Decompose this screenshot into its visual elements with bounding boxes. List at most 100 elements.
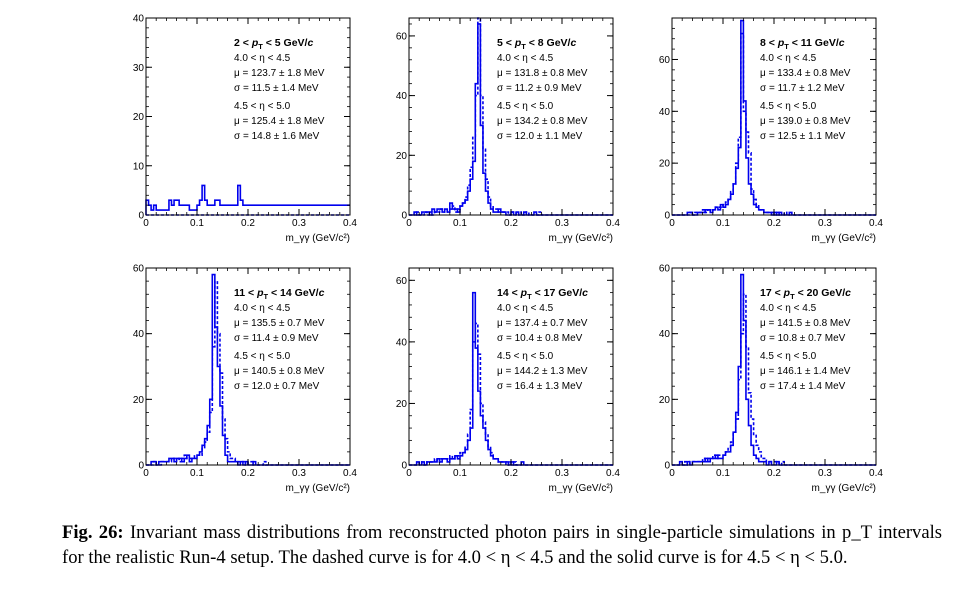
legend-line: μ = 133.4 ± 0.8 MeV	[760, 68, 851, 79]
legend-line: μ = 137.4 ± 0.7 MeV	[497, 318, 588, 329]
series-dashed-histogram	[409, 322, 613, 466]
legend-line: μ = 139.0 ± 0.8 MeV	[760, 116, 851, 127]
x-tick-label: 0.3	[292, 468, 306, 479]
legend-line: σ = 10.4 ± 0.8 MeV	[497, 333, 583, 344]
legend-line: μ = 146.1 ± 1.4 MeV	[760, 366, 851, 377]
legend-line: σ = 14.8 ± 1.6 MeV	[234, 131, 320, 142]
legend-line: 4.0 < η < 4.5	[234, 303, 291, 314]
x-tick-label: 0.1	[716, 468, 730, 479]
legend-line: σ = 10.8 ± 0.7 MeV	[760, 333, 846, 344]
series-solid-histogram	[145, 184, 350, 215]
legend-line: σ = 11.7 ± 1.2 MeV	[760, 83, 845, 94]
x-tick-label: 0.1	[190, 468, 204, 479]
x-axis-label: m_γγ (GeV/c²)	[549, 233, 613, 244]
caption-text: Invariant mass distributions from recons…	[62, 522, 942, 568]
legend-line: 4.5 < η < 5.0	[497, 351, 554, 362]
y-tick-label: 40	[396, 337, 408, 348]
x-tick-label: 0.3	[818, 218, 832, 229]
x-tick-label: 0	[406, 468, 412, 479]
x-tick-label: 0	[143, 218, 149, 229]
figure-caption: Fig. 26: Invariant mass distributions fr…	[62, 520, 942, 570]
x-axis-label: m_γγ (GeV/c²)	[549, 483, 613, 494]
chart-panel-5: 0 0.1 0.2 0.3 0.4 0 20 40 60 m_γγ (GeV/c²) 14 < pT…	[396, 267, 620, 494]
x-tick-label: 0.2	[504, 468, 518, 479]
y-tick-label: 40	[133, 329, 145, 340]
x-tick-label: 0.2	[241, 218, 255, 229]
legend-line: 4.0 < η < 4.5	[497, 303, 554, 314]
x-tick-label: 0.4	[606, 218, 620, 229]
legend-line: 4.5 < η < 5.0	[234, 101, 291, 112]
y-tick-label: 60	[133, 264, 145, 275]
chart-panel-6: 0 0.1 0.2 0.3 0.4 0 20 40 60 m_γγ (GeV/c²) 17 < pT…	[659, 264, 884, 495]
x-tick-label: 0.2	[241, 468, 255, 479]
x-axis-label: m_γγ (GeV/c²)	[286, 233, 350, 244]
x-tick-label: 0.3	[292, 218, 306, 229]
x-axis-label: m_γγ (GeV/c²)	[812, 483, 876, 494]
y-tick-label: 60	[659, 264, 671, 275]
legend-line: μ = 144.2 ± 1.3 MeV	[497, 366, 588, 377]
legend-line: σ = 11.5 ± 1.4 MeV	[234, 83, 319, 94]
x-tick-label: 0	[143, 468, 149, 479]
chart-panel-3: 0 0.1 0.2 0.3 0.4 0 20 40 60 m_γγ (GeV/c²) 8 < pT …	[659, 17, 883, 244]
y-tick-label: 0	[664, 211, 670, 222]
x-axis-label: m_γγ (GeV/c²)	[286, 483, 350, 494]
legend-line: μ = 141.5 ± 0.8 MeV	[760, 318, 851, 329]
legend-line: μ = 125.4 ± 1.8 MeV	[234, 116, 325, 127]
y-tick-label: 40	[659, 107, 671, 118]
chart-title: 5 < pT < 8 GeV/c	[497, 37, 576, 51]
y-tick-label: 60	[396, 31, 408, 42]
x-tick-label: 0	[669, 468, 675, 479]
y-tick-label: 20	[396, 151, 408, 162]
x-tick-label: 0	[669, 218, 675, 229]
x-tick-label: 0.2	[767, 468, 781, 479]
x-tick-label: 0.1	[453, 468, 467, 479]
y-tick-label: 0	[138, 211, 144, 222]
chart-title: 2 < pT < 5 GeV/c	[234, 37, 313, 51]
y-tick-label: 20	[133, 395, 145, 406]
y-tick-label: 60	[659, 55, 671, 66]
legend-line: 4.0 < η < 4.5	[234, 53, 291, 64]
legend-line: σ = 11.4 ± 0.9 MeV	[234, 333, 319, 344]
y-tick-label: 60	[396, 276, 408, 287]
legend-line: 4.5 < η < 5.0	[760, 101, 817, 112]
x-tick-label: 0.4	[869, 218, 883, 229]
legend-line: 4.0 < η < 4.5	[760, 303, 817, 314]
legend-line: μ = 123.7 ± 1.8 MeV	[234, 68, 325, 79]
y-tick-label: 20	[659, 395, 671, 406]
legend-line: σ = 11.2 ± 0.9 MeV	[497, 83, 582, 94]
y-tick-label: 40	[396, 91, 408, 102]
y-tick-label: 20	[133, 112, 145, 123]
y-tick-label: 20	[396, 399, 408, 410]
legend-line: σ = 12.5 ± 1.1 MeV	[760, 131, 846, 142]
y-tick-label: 40	[659, 329, 671, 340]
legend-line: σ = 12.0 ± 1.1 MeV	[497, 131, 583, 142]
figure-grid: 0 0.1 0.2 0.3 0.4 0 10 20 30 40 m_γγ (GeV/c²) 2 < p…	[133, 14, 884, 495]
caption-label: Fig. 26:	[62, 522, 124, 543]
legend-line: 4.0 < η < 4.5	[760, 53, 817, 64]
chart-panel-1: 0 0.1 0.2 0.3 0.4 0 10 20 30 40 m_γγ (GeV/c²) 2 < p…	[133, 14, 358, 245]
x-tick-label: 0.4	[869, 468, 883, 479]
chart-title: 11 < pT < 14 GeV/c	[234, 287, 325, 301]
x-tick-label: 0	[406, 218, 412, 229]
series-dashed-histogram	[146, 280, 350, 466]
x-tick-label: 0.4	[343, 468, 357, 479]
legend-line: σ = 17.4 ± 1.4 MeV	[760, 381, 846, 392]
legend-line: μ = 140.5 ± 0.8 MeV	[234, 366, 325, 377]
legend-line: μ = 131.8 ± 0.8 MeV	[497, 68, 588, 79]
chart-panel-2: 0 0.1 0.2 0.3 0.4 0 20 40 60 m_γγ (GeV/c²) 5 < pT …	[396, 17, 620, 244]
x-tick-label: 0.3	[555, 218, 569, 229]
y-tick-label: 0	[401, 461, 407, 472]
legend-line: 4.5 < η < 5.0	[497, 101, 554, 112]
legend-line: 4.5 < η < 5.0	[760, 351, 817, 362]
x-axis-label: m_γγ (GeV/c²)	[812, 233, 876, 244]
y-tick-label: 0	[138, 461, 144, 472]
y-tick-label: 10	[133, 161, 145, 172]
legend-line: σ = 16.4 ± 1.3 MeV	[497, 381, 583, 392]
x-tick-label: 0.3	[555, 468, 569, 479]
legend-line: μ = 134.2 ± 0.8 MeV	[497, 116, 588, 127]
legend-line: μ = 135.5 ± 0.7 MeV	[234, 318, 325, 329]
x-tick-label: 0.4	[606, 468, 620, 479]
legend-line: 4.0 < η < 4.5	[497, 53, 554, 64]
legend-line: σ = 12.0 ± 0.7 MeV	[234, 381, 320, 392]
x-tick-label: 0.4	[343, 218, 357, 229]
